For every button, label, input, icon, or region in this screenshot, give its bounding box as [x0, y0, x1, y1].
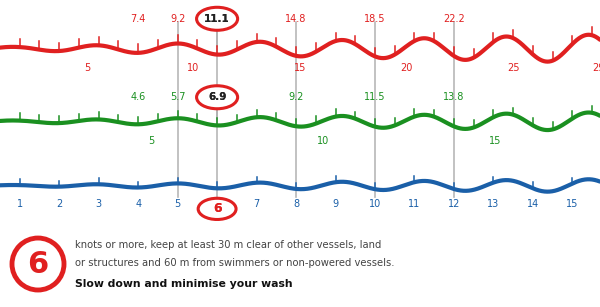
- Text: 11: 11: [409, 199, 421, 209]
- Text: 8: 8: [293, 199, 299, 209]
- Text: 10: 10: [187, 63, 200, 73]
- Text: 20: 20: [400, 63, 413, 73]
- Text: Slow down and minimise your wash: Slow down and minimise your wash: [75, 279, 293, 289]
- Text: 5: 5: [175, 199, 181, 209]
- Text: 22.2: 22.2: [443, 14, 465, 24]
- Text: 3: 3: [95, 199, 102, 209]
- Text: 7.4: 7.4: [130, 14, 146, 24]
- Text: 9.2: 9.2: [170, 14, 185, 24]
- Text: or structures and 60 m from swimmers or non-powered vessels.: or structures and 60 m from swimmers or …: [75, 258, 395, 268]
- Text: 10: 10: [369, 199, 381, 209]
- Text: 5: 5: [84, 63, 90, 73]
- Text: 6.9: 6.9: [208, 92, 226, 102]
- Text: 11.5: 11.5: [364, 92, 386, 102]
- Text: 1: 1: [17, 199, 23, 209]
- Text: 15: 15: [566, 199, 578, 209]
- Text: 10: 10: [317, 136, 329, 146]
- Text: 6: 6: [28, 250, 49, 278]
- Text: 6.9: 6.9: [208, 92, 226, 102]
- Text: 25: 25: [507, 63, 520, 73]
- Text: 9: 9: [332, 199, 338, 209]
- Text: 11.1: 11.1: [204, 14, 230, 24]
- Text: 15: 15: [294, 63, 306, 73]
- Text: 6: 6: [214, 199, 220, 209]
- Circle shape: [197, 86, 238, 109]
- Text: 6: 6: [213, 202, 221, 216]
- Text: 14.8: 14.8: [286, 14, 307, 24]
- Circle shape: [198, 198, 236, 220]
- Circle shape: [197, 7, 238, 30]
- Text: 5.7: 5.7: [170, 92, 185, 102]
- Text: 7: 7: [253, 199, 260, 209]
- Text: 4.6: 4.6: [131, 92, 146, 102]
- Text: 13.8: 13.8: [443, 92, 464, 102]
- Text: 15: 15: [488, 136, 501, 146]
- Text: 2: 2: [56, 199, 62, 209]
- Text: 14: 14: [527, 199, 539, 209]
- Text: 9.2: 9.2: [289, 92, 304, 102]
- Text: knots or more, keep at least 30 m clear of other vessels, land: knots or more, keep at least 30 m clear …: [75, 240, 382, 250]
- Text: 12: 12: [448, 199, 460, 209]
- Text: 4: 4: [135, 199, 141, 209]
- Text: 6: 6: [213, 202, 221, 216]
- Text: 18.5: 18.5: [364, 14, 386, 24]
- Text: 5: 5: [149, 136, 155, 146]
- Text: 11.1: 11.1: [204, 14, 230, 24]
- Text: 13: 13: [487, 199, 500, 209]
- Text: 29: 29: [592, 63, 600, 73]
